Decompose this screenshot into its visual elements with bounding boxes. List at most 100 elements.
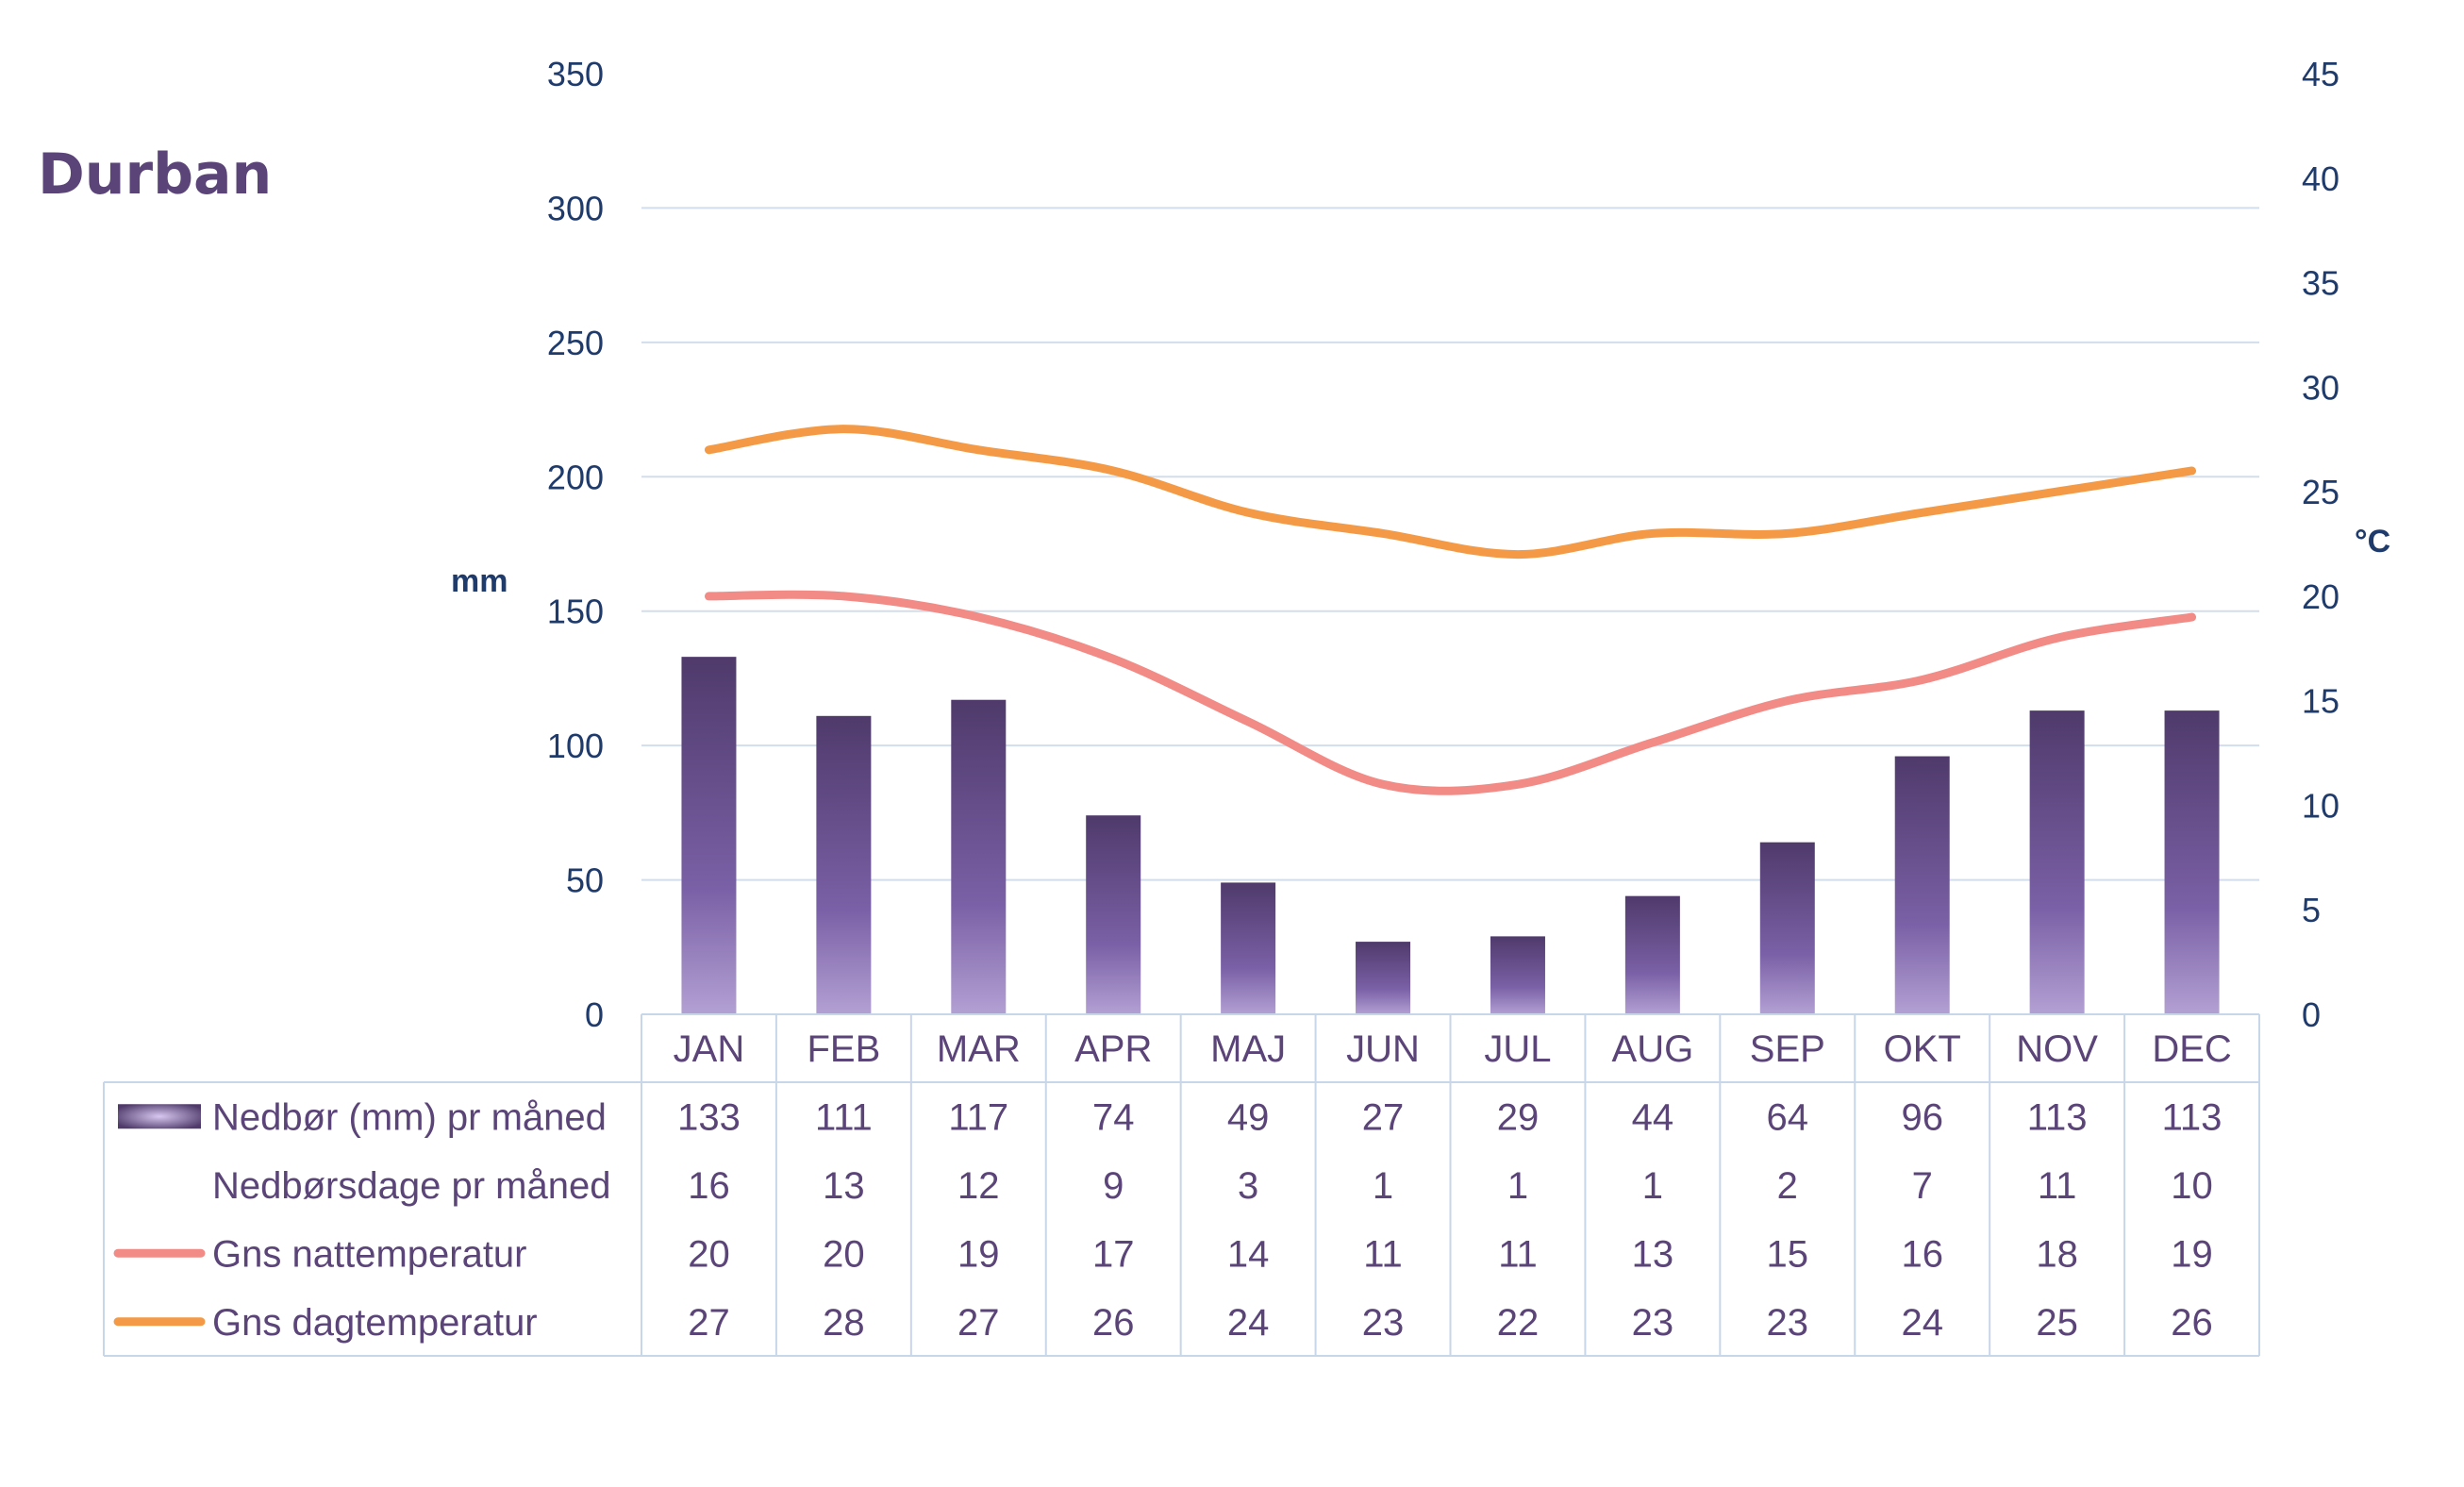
- precipitation-bar: [681, 657, 737, 1014]
- left-tick-label: 250: [547, 324, 604, 362]
- table-cell: 11: [2038, 1165, 2077, 1207]
- table-cell: 7: [1912, 1165, 1933, 1207]
- left-axis-unit: mm: [451, 563, 508, 599]
- category-label: AUG: [1612, 1028, 1694, 1070]
- data-table: JAN FEB MAR APR MAJ JUN JUL AUG SEP OKT NOV DEC Nedb…: [103, 1013, 2260, 1357]
- table-cell: 27: [688, 1302, 730, 1344]
- table-cell: 20: [823, 1233, 865, 1275]
- table-cell: 19: [2171, 1233, 2213, 1275]
- precipitation-bar: [951, 699, 1007, 1014]
- row-label: Nedbørsdage pr måned: [212, 1165, 610, 1207]
- table-cell: 20: [688, 1233, 730, 1275]
- category-label: MAR: [937, 1028, 1021, 1070]
- table-cell: 26: [2171, 1302, 2213, 1344]
- table-cell: 9: [1103, 1165, 1124, 1207]
- category-label: FEB: [807, 1028, 880, 1070]
- left-axis-ticks: 0 50 100 150 200 250 300 350: [547, 55, 604, 1034]
- gridlines: [641, 207, 2259, 881]
- right-tick-label: 0: [2302, 995, 2321, 1034]
- table-cell: 113: [2162, 1096, 2223, 1138]
- category-label: MAJ: [1210, 1028, 1286, 1070]
- precipitation-bar: [2164, 710, 2220, 1014]
- table-cell: 14: [1227, 1233, 1270, 1275]
- category-label: NOV: [2016, 1028, 2098, 1070]
- right-axis-unit: °C: [2355, 524, 2390, 560]
- category-label: JAN: [674, 1028, 745, 1070]
- left-tick-label: 300: [547, 189, 604, 227]
- precipitation-bars: [681, 657, 2220, 1014]
- table-cell: 24: [1901, 1302, 1943, 1344]
- row-label: Gns dagtemperatur: [212, 1302, 538, 1344]
- table-cell: 10: [2171, 1165, 2213, 1207]
- category-label: OKT: [1884, 1028, 1961, 1070]
- table-cell: 27: [957, 1302, 1000, 1344]
- table-cell: 23: [1632, 1302, 1674, 1344]
- precipitation-bar: [1894, 756, 1950, 1014]
- table-cell: 49: [1227, 1096, 1270, 1138]
- table-cell: 1: [1642, 1165, 1663, 1207]
- category-label: DEC: [2152, 1028, 2231, 1070]
- table-cell: 29: [1497, 1096, 1540, 1138]
- table-cell: 11: [1498, 1233, 1538, 1275]
- precipitation-bar: [2029, 710, 2085, 1014]
- table-cell: 133: [677, 1096, 741, 1138]
- table-cell: 22: [1497, 1302, 1540, 1344]
- right-tick-label: 15: [2302, 682, 2339, 721]
- left-tick-label: 150: [547, 593, 604, 631]
- table-cell: 12: [957, 1165, 1000, 1207]
- precipitation-bar: [1759, 842, 1815, 1014]
- table-cell: 113: [2027, 1096, 2088, 1138]
- table-cell: 13: [823, 1165, 865, 1207]
- table-cell: 2: [1777, 1165, 1798, 1207]
- left-tick-label: 200: [547, 458, 604, 496]
- table-cell: 18: [2036, 1233, 2078, 1275]
- table-cell: 27: [1362, 1096, 1405, 1138]
- table-cell: 16: [1901, 1233, 1943, 1275]
- right-tick-label: 25: [2302, 473, 2339, 511]
- legend-key-precipitation: [118, 1104, 201, 1129]
- precipitation-bar: [1086, 815, 1141, 1014]
- left-tick-label: 350: [547, 55, 604, 93]
- row-label: Gns nattemperatur: [212, 1233, 527, 1275]
- table-cell: 1: [1373, 1165, 1393, 1207]
- precipitation-bar: [816, 715, 872, 1014]
- table-cell: 74: [1092, 1096, 1135, 1138]
- chart-title: Durban: [38, 142, 272, 208]
- precipitation-bar: [1490, 936, 1545, 1014]
- table-cell: 3: [1238, 1165, 1258, 1207]
- row-label: Nedbør (mm) pr måned: [212, 1096, 607, 1138]
- table-cell: 23: [1767, 1302, 1809, 1344]
- precipitation-bar: [1221, 882, 1276, 1014]
- right-tick-label: 5: [2302, 891, 2321, 929]
- table-cell: 24: [1227, 1302, 1270, 1344]
- table-cell: 17: [1092, 1233, 1135, 1275]
- table-cell: 64: [1767, 1096, 1809, 1138]
- table-cell: 111: [815, 1096, 873, 1138]
- table-cell: 28: [823, 1302, 865, 1344]
- left-tick-label: 0: [585, 995, 604, 1034]
- table-cell: 11: [1363, 1233, 1403, 1275]
- right-tick-label: 30: [2302, 368, 2339, 407]
- table-cell: 44: [1632, 1096, 1674, 1138]
- category-label: JUL: [1484, 1028, 1551, 1070]
- table-cell: 15: [1767, 1233, 1809, 1275]
- table-cell: 25: [2036, 1302, 2078, 1344]
- left-tick-label: 100: [547, 727, 604, 765]
- temperature-lines: [704, 425, 2197, 795]
- table-cell: 16: [688, 1165, 730, 1207]
- table-cell: 19: [957, 1233, 1000, 1275]
- day-temperature-line: [704, 425, 2197, 560]
- right-tick-label: 20: [2302, 577, 2339, 616]
- category-label: JUN: [1346, 1028, 1420, 1070]
- precipitation-bar: [1624, 895, 1680, 1014]
- table-cell: 23: [1362, 1302, 1405, 1344]
- table-cell: 117: [948, 1096, 1008, 1138]
- right-tick-label: 45: [2302, 55, 2339, 93]
- left-tick-label: 50: [566, 861, 604, 900]
- category-label: APR: [1074, 1028, 1152, 1070]
- precipitation-bar: [1356, 942, 1411, 1014]
- right-tick-label: 10: [2302, 786, 2339, 825]
- table-cell: 1: [1507, 1165, 1528, 1207]
- table-cell: 96: [1901, 1096, 1943, 1138]
